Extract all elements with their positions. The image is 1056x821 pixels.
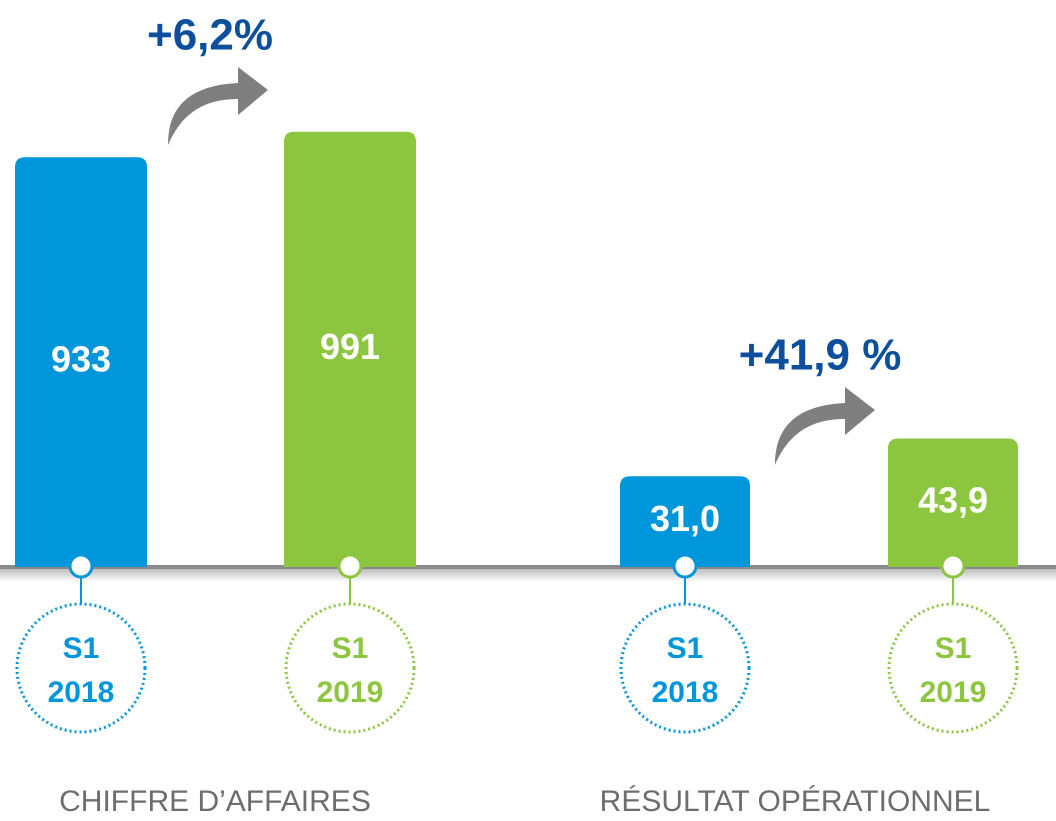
change-annotation: +6,2% — [147, 11, 273, 60]
category-ring — [284, 602, 416, 734]
group-label: RÉSULTAT OPÉRATIONNEL — [600, 785, 991, 818]
baseline-dot — [337, 553, 363, 579]
category-ring — [619, 602, 751, 734]
change-annotation: +41,9 % — [739, 331, 902, 380]
floor-shadow — [0, 568, 1056, 582]
growth-arrow — [775, 387, 875, 465]
bar — [620, 476, 750, 567]
bar — [15, 157, 147, 567]
baseline — [0, 565, 1056, 569]
category-label: 2018 — [48, 676, 115, 709]
group-label: CHIFFRE D’AFFAIRES — [59, 785, 371, 818]
category-label: S1 — [63, 632, 100, 665]
category-ring — [887, 602, 1019, 734]
category-label: S1 — [667, 632, 704, 665]
category-label: S1 — [332, 632, 369, 665]
category-ring — [15, 602, 147, 734]
value-label: 31,0 — [650, 498, 720, 539]
baseline-dot — [68, 553, 94, 579]
value-label: 43,9 — [918, 479, 988, 520]
baseline-dot — [940, 553, 966, 579]
growth-arrow — [168, 67, 268, 145]
bar — [888, 438, 1018, 567]
bar — [284, 131, 416, 567]
category-label: 2019 — [317, 676, 384, 709]
category-label: 2019 — [920, 676, 987, 709]
category-label: 2018 — [652, 676, 719, 709]
category-label: S1 — [935, 632, 972, 665]
value-label: 991 — [320, 326, 380, 367]
baseline-dot — [672, 553, 698, 579]
value-label: 933 — [51, 339, 111, 380]
